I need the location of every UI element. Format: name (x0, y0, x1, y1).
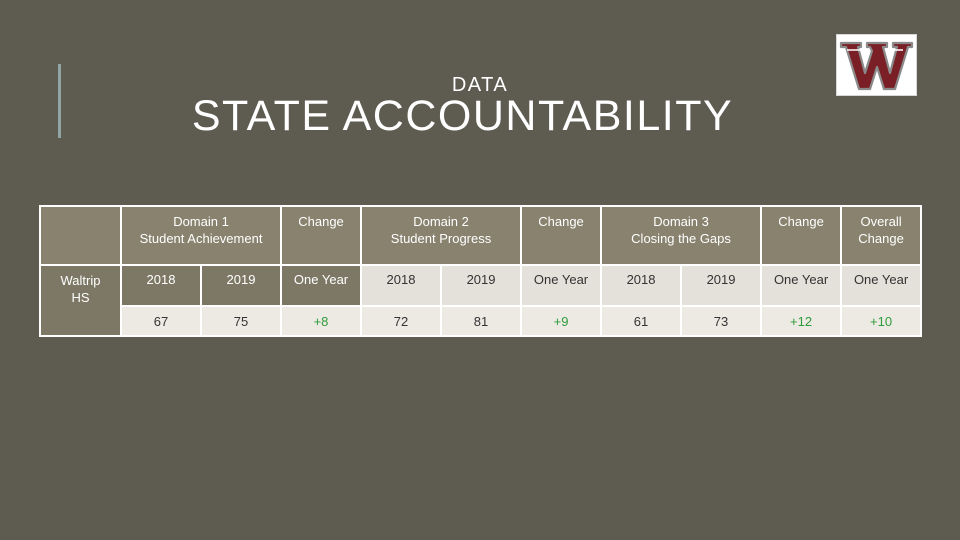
school-w-logo-icon (839, 41, 914, 91)
overall-value: +10 (840, 305, 923, 337)
d2-value2: 81 (440, 305, 523, 337)
d3-year1: 2018 (600, 264, 683, 307)
school-logo (836, 34, 917, 96)
change3-header: Change (760, 205, 843, 266)
overall-subtitle: Change (858, 231, 904, 246)
d1-year2: 2019 (199, 264, 283, 307)
domain3-header: Domain 3 Closing the Gaps (600, 205, 763, 266)
school-cell: Waltrip HS (39, 264, 122, 337)
d3-value2: 73 (680, 305, 763, 337)
accent-bar (58, 64, 61, 138)
accountability-table: Domain 1 Student Achievement Change Doma… (39, 205, 923, 337)
domain1-header: Domain 1 Student Achievement (119, 205, 283, 266)
domain3-title: Domain 3 (653, 214, 709, 229)
c2-label: One Year (520, 264, 603, 307)
change2-header: Change (520, 205, 603, 266)
domain1-subtitle: Student Achievement (139, 231, 263, 246)
d2-value1: 72 (360, 305, 443, 337)
c3-label: One Year (760, 264, 843, 307)
school-name: Waltrip (60, 273, 101, 288)
d1-year1: 2018 (120, 264, 202, 307)
table-row: 67 75 +8 72 81 +9 61 73 +12 +10 (40, 305, 923, 337)
table-header-row: Domain 1 Student Achievement Change Doma… (39, 205, 923, 266)
d1-value2: 75 (199, 305, 283, 337)
table-row: Waltrip HS 2018 2019 One Year 2018 2019 … (39, 264, 923, 337)
d3-value1: 61 (600, 305, 683, 337)
d1-value1: 67 (120, 305, 202, 337)
change1-header: Change (280, 205, 363, 266)
c2-value: +9 (520, 305, 603, 337)
corner-cell (39, 205, 122, 266)
d2-year1: 2018 (360, 264, 443, 307)
slide-title: STATE ACCOUNTABILITY (191, 92, 734, 140)
c1-value: +8 (280, 305, 363, 337)
d3-year2: 2019 (680, 264, 763, 307)
c1-label: One Year (280, 264, 363, 307)
slide-subtitle: DATA (451, 74, 509, 96)
domain2-subtitle: Student Progress (390, 231, 492, 246)
domain3-subtitle: Closing the Gaps (631, 231, 731, 246)
d2-year2: 2019 (440, 264, 523, 307)
school-type: HS (71, 290, 90, 305)
overall-title: Overall (860, 214, 902, 229)
overall-header: Overall Change (840, 205, 923, 266)
domain2-title: Domain 2 (413, 214, 469, 229)
overall-label: One Year (840, 264, 923, 307)
c3-value: +12 (760, 305, 843, 337)
domain1-title: Domain 1 (173, 214, 229, 229)
domain2-header: Domain 2 Student Progress (360, 205, 523, 266)
